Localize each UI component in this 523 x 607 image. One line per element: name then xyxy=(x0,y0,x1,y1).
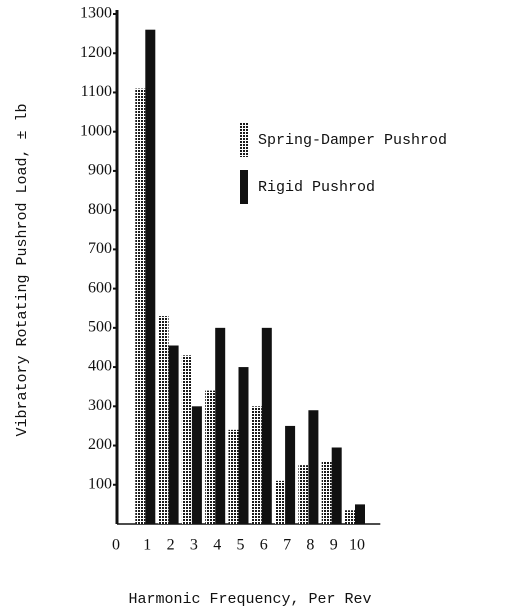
y-tick-label: 1200 xyxy=(80,44,112,61)
y-tick-label: 900 xyxy=(88,162,112,179)
bar xyxy=(355,504,365,524)
bar xyxy=(205,390,216,524)
legend-label: Rigid Pushrod xyxy=(258,179,375,196)
x-tick-label: 5 xyxy=(237,537,245,554)
y-tick-label: 800 xyxy=(88,201,112,218)
bar xyxy=(215,327,226,524)
y-tick-label: 300 xyxy=(88,397,112,414)
bar xyxy=(321,461,332,524)
x-tick-label: 7 xyxy=(283,537,291,554)
bar xyxy=(238,367,249,524)
x-tick-label: 8 xyxy=(306,537,314,554)
bar xyxy=(251,406,262,524)
x-tick-label: 1 xyxy=(143,537,151,554)
bar xyxy=(145,29,156,524)
y-tick-label: 600 xyxy=(88,279,112,296)
legend-label: Spring-Damper Pushrod xyxy=(258,132,447,149)
y-tick-label: 1300 xyxy=(80,5,112,22)
y-tick-label: 100 xyxy=(88,475,112,492)
bar xyxy=(228,429,239,524)
bar xyxy=(158,316,169,524)
bar xyxy=(345,510,355,524)
y-tick-label: 400 xyxy=(88,358,112,375)
x-tick-label: 6 xyxy=(260,537,268,554)
x-tick-label: 4 xyxy=(213,537,221,554)
legend-swatch xyxy=(240,123,248,157)
bar xyxy=(191,406,202,524)
y-axis-label: Vibratory Rotating Pushrod Load, ± lb xyxy=(14,103,31,436)
x-tick-label: 10 xyxy=(349,537,365,554)
bar xyxy=(135,88,146,525)
bar xyxy=(275,480,286,524)
x-tick-label: 2 xyxy=(167,537,175,554)
y-tick-label: 1000 xyxy=(80,122,112,139)
y-tick-label: 200 xyxy=(88,436,112,453)
bar xyxy=(285,425,296,524)
x-tick-label: 9 xyxy=(330,537,338,554)
x-tick-label: 0 xyxy=(112,537,120,554)
bar xyxy=(298,465,309,524)
y-tick-label: 1100 xyxy=(81,83,112,100)
bar xyxy=(308,410,319,524)
bar xyxy=(168,345,179,524)
bar xyxy=(261,327,272,524)
x-axis-label: Harmonic Frequency, Per Rev xyxy=(128,591,371,607)
bar xyxy=(181,355,192,524)
y-tick-label: 700 xyxy=(88,240,112,257)
x-tick-label: 3 xyxy=(190,537,198,554)
legend-swatch xyxy=(240,170,248,204)
bar xyxy=(331,447,342,524)
y-tick-label: 500 xyxy=(88,319,112,336)
